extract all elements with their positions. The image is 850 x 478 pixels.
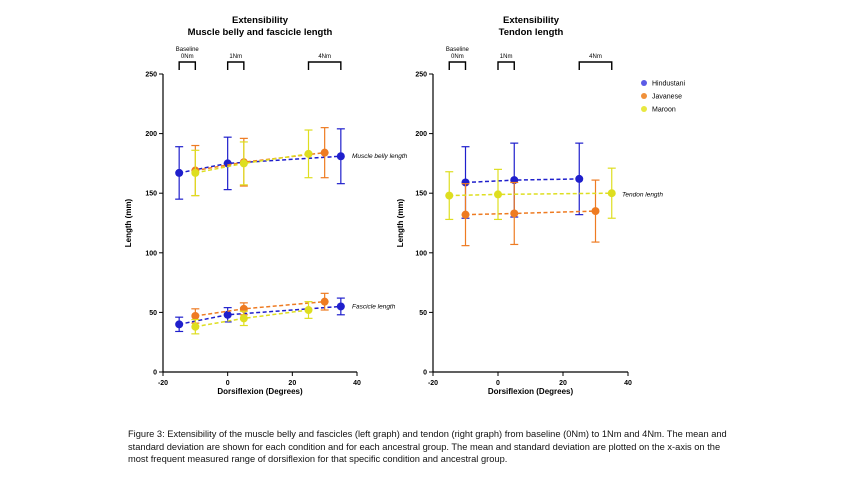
condition-label: 1Nm xyxy=(500,54,513,60)
series-trend-line xyxy=(449,192,612,197)
data-point xyxy=(494,190,502,199)
data-point xyxy=(320,297,329,306)
x-tick-label: 20 xyxy=(288,380,296,387)
legend-marker xyxy=(641,80,647,86)
chart-title: Extensibility xyxy=(232,15,289,26)
condition-label: 1Nm xyxy=(229,54,242,60)
data-point xyxy=(175,320,184,329)
condition-label: 0Nm xyxy=(451,54,464,60)
x-axis-label: Dorsiflexion (Degrees) xyxy=(217,387,303,396)
y-tick-label: 150 xyxy=(145,191,157,198)
series-maroon-fascicle xyxy=(191,301,313,335)
data-point xyxy=(191,322,200,331)
y-axis-label: Length (mm) xyxy=(396,198,405,247)
y-tick-label: 100 xyxy=(415,250,427,257)
series-hindustani-muscle-belly xyxy=(175,128,345,200)
condition-bracket xyxy=(497,61,515,70)
condition-bracket xyxy=(307,61,342,70)
data-point xyxy=(320,148,329,157)
y-tick-label: 50 xyxy=(419,310,427,317)
y-tick-label: 150 xyxy=(415,191,427,198)
x-tick-label: 40 xyxy=(353,380,361,387)
y-tick-label: 50 xyxy=(149,310,157,317)
x-axis-label: Dorsiflexion (Degrees) xyxy=(488,387,574,396)
series-trend-line xyxy=(195,153,309,174)
legend-label: Maroon xyxy=(652,107,676,114)
legend-label: Hindustani xyxy=(652,81,686,88)
legend: Hindustani Javanese Maroon xyxy=(641,80,686,114)
y-tick-label: 0 xyxy=(423,370,427,377)
series-hindustani-tendon xyxy=(461,142,584,219)
x-tick-label: 0 xyxy=(496,380,500,387)
legend-marker xyxy=(641,106,647,112)
data-point xyxy=(591,207,600,216)
x-tick-label: -20 xyxy=(158,380,168,387)
data-point xyxy=(575,174,584,183)
series-annotation: Fascicle length xyxy=(352,303,396,310)
y-tick-label: 200 xyxy=(415,131,427,138)
data-point xyxy=(175,168,184,177)
data-point xyxy=(223,310,232,319)
series-trend-line xyxy=(179,155,341,174)
chart-subtitle: Tendon length xyxy=(499,27,564,38)
series-maroon-muscle-belly xyxy=(191,129,313,197)
data-point xyxy=(304,149,313,158)
data-point xyxy=(445,191,454,200)
data-point xyxy=(461,210,470,219)
series-hindustani-fascicle xyxy=(175,297,345,333)
x-tick-label: 40 xyxy=(624,380,632,387)
data-point xyxy=(510,209,519,218)
x-tick-label: 20 xyxy=(559,380,567,387)
data-point xyxy=(607,189,616,198)
legend-marker xyxy=(641,93,647,99)
condition-label: 4Nm xyxy=(318,54,331,60)
series-trend-line xyxy=(465,178,580,184)
condition-bracket xyxy=(178,61,197,70)
series-javanese-fascicle xyxy=(191,292,329,324)
series-javanese-tendon xyxy=(461,179,600,247)
data-point xyxy=(191,168,200,177)
y-tick-label: 100 xyxy=(145,250,157,257)
y-tick-label: 250 xyxy=(145,72,157,79)
condition-bracket xyxy=(226,61,245,70)
x-tick-label: 0 xyxy=(226,380,230,387)
data-point xyxy=(461,178,470,187)
condition-bracket xyxy=(578,61,613,70)
x-tick-label: -20 xyxy=(428,380,438,387)
figure-caption: Figure 3: Extensibility of the muscle be… xyxy=(128,429,727,464)
data-point xyxy=(239,159,248,168)
chart-subtitle: Muscle belly and fascicle length xyxy=(188,27,333,38)
series-annotation: Muscle belly length xyxy=(352,153,408,160)
chart-title: Extensibility xyxy=(503,15,560,26)
data-point xyxy=(336,302,345,311)
series-maroon-tendon xyxy=(445,167,616,221)
data-point xyxy=(191,311,200,320)
series-annotation: Tendon length xyxy=(622,191,663,198)
data-point xyxy=(239,314,248,323)
y-tick-label: 0 xyxy=(153,370,157,377)
condition-label: 4Nm xyxy=(589,54,602,60)
data-point xyxy=(336,152,345,161)
condition-label: Baseline xyxy=(176,47,200,53)
y-axis-label: Length (mm) xyxy=(124,198,133,247)
legend-label: Javanese xyxy=(652,94,682,101)
y-tick-label: 250 xyxy=(415,72,427,79)
data-point xyxy=(304,306,313,315)
condition-bracket xyxy=(448,61,467,70)
condition-label: Baseline xyxy=(446,47,470,53)
y-tick-label: 200 xyxy=(145,131,157,138)
condition-label: 0Nm xyxy=(181,54,194,60)
